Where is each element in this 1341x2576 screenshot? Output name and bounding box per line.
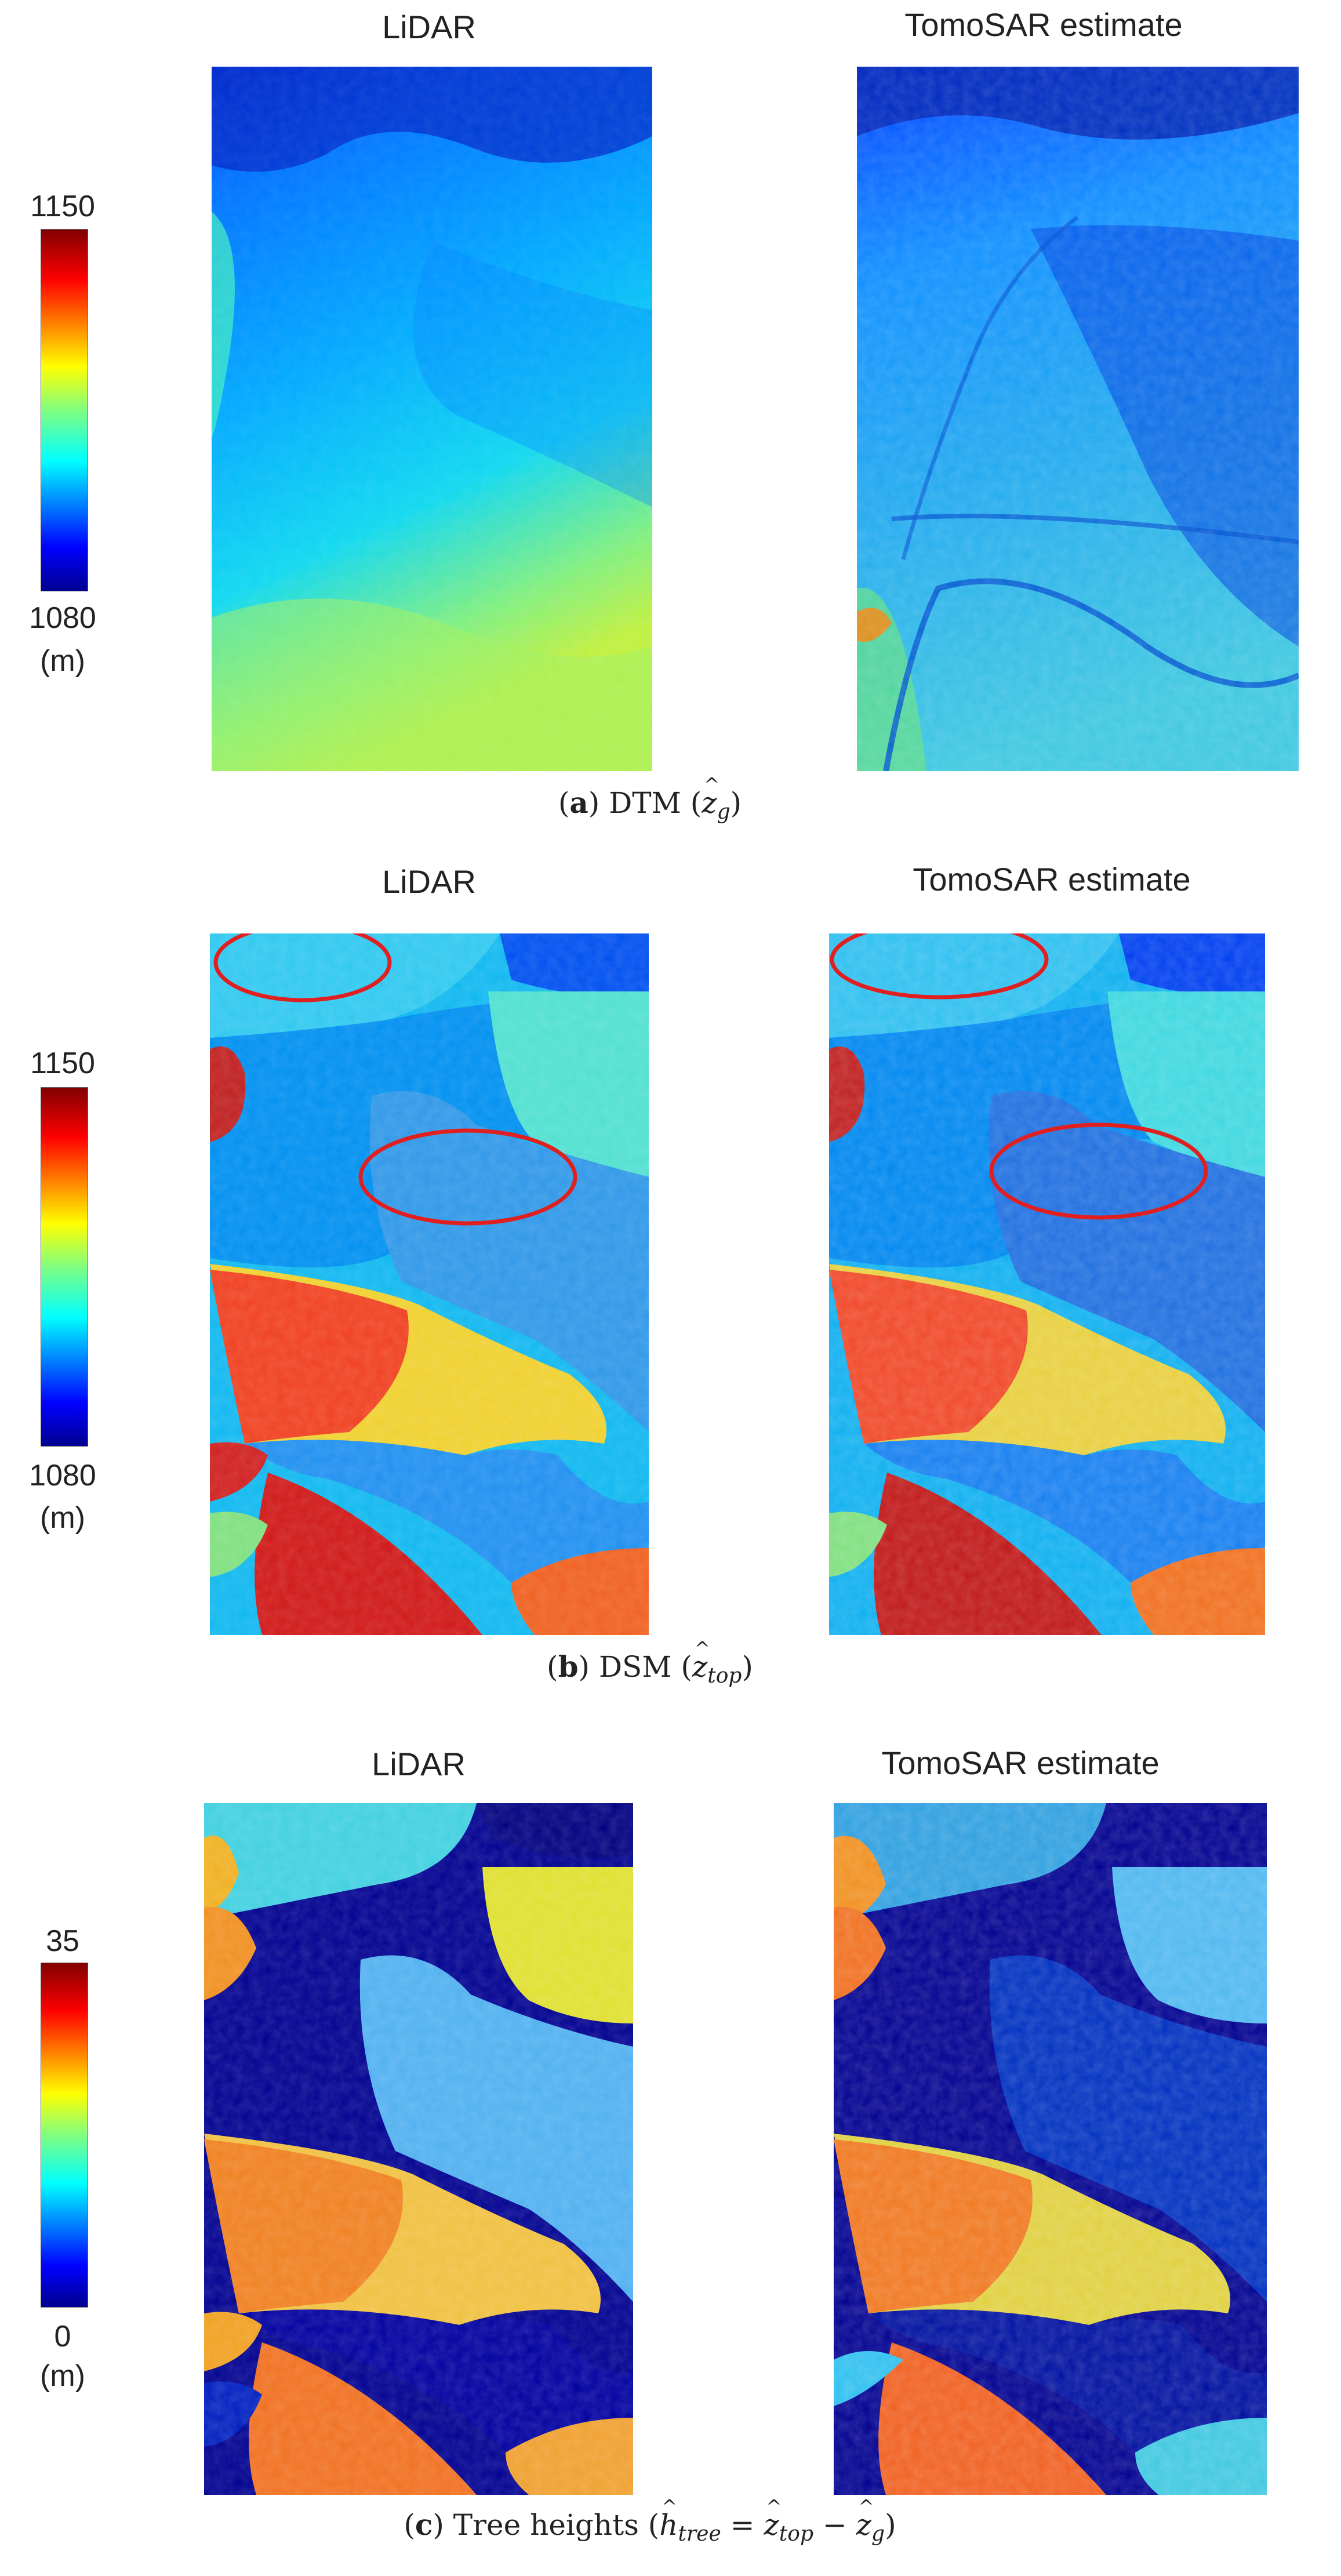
caption-math-top: z — [764, 2495, 782, 2542]
caption-math-h: h — [659, 2495, 678, 2542]
colorbar-unit-label: (m) — [40, 644, 85, 678]
colorbar-min-label: 1080 — [29, 601, 96, 635]
highlight-ellipse — [830, 933, 1049, 1000]
caption-label: c — [415, 2508, 433, 2542]
tomosar-dsm-map — [829, 933, 1265, 1635]
colorbar-min-label: 1080 — [29, 1459, 96, 1492]
caption-math-g: z — [856, 2495, 874, 2542]
right-image-title: TomoSAR estimate — [904, 6, 1183, 43]
right-image-title: TomoSAR estimate — [881, 1745, 1160, 1781]
caption-label: b — [558, 1649, 579, 1684]
colorbar — [40, 1962, 89, 2308]
caption-math-sub: top — [707, 1664, 742, 1688]
colorbar-max-label: 1150 — [30, 190, 95, 223]
left-image-title: LiDAR — [372, 1746, 466, 1782]
caption-b: (b) DSM (ztop) — [547, 1637, 753, 1688]
caption-text: DSM — [598, 1650, 672, 1684]
caption-math-g-sub: g — [871, 2522, 885, 2546]
colorbar-unit-label: (m) — [40, 2359, 85, 2393]
panel-dtm: LiDAR TomoSAR estimate 1150 1080 (m) — [0, 0, 1341, 824]
colorbar — [40, 1087, 89, 1447]
panel-dsm: LiDAR TomoSAR estimate 1150 1080 (m) — [0, 846, 1341, 1705]
colorbar-unit-label: (m) — [40, 1501, 85, 1535]
highlight-ellipse — [213, 933, 392, 1002]
colorbar — [40, 228, 89, 592]
caption-math-sub: g — [717, 800, 731, 824]
caption-text: DTM — [609, 786, 681, 820]
caption-math-var: z — [692, 1637, 710, 1684]
caption-text: Tree heights — [453, 2508, 639, 2542]
caption-math-h-sub: tree — [678, 2522, 721, 2546]
panel-tree-heights: LiDAR TomoSAR estimate 35 0 (m) — [0, 1716, 1341, 2576]
colorbar-max-label: 1150 — [30, 1047, 95, 1080]
colorbar-max-label: 35 — [46, 1924, 79, 1958]
caption-math-top-sub: top — [779, 2522, 813, 2546]
lidar-dsm-map — [210, 933, 649, 1635]
colorbar-min-label: 0 — [54, 2320, 71, 2353]
tomosar-tree-heights-map — [834, 1803, 1267, 2495]
left-image-title: LiDAR — [382, 863, 476, 900]
caption-a: (a) DTM (zg) — [558, 773, 742, 824]
lidar-tree-heights-map — [204, 1803, 633, 2495]
caption-c: (c) Tree heights (htree = ztop − zg) — [404, 2495, 896, 2546]
right-image-title: TomoSAR estimate — [913, 861, 1191, 898]
highlight-ellipse — [358, 1128, 577, 1226]
tomosar-dtm-map — [857, 67, 1299, 771]
highlight-ellipse — [989, 1122, 1208, 1220]
caption-math-var: z — [702, 773, 719, 820]
lidar-dtm-map — [212, 67, 652, 771]
caption-label: a — [569, 786, 588, 820]
left-image-title: LiDAR — [382, 9, 476, 45]
